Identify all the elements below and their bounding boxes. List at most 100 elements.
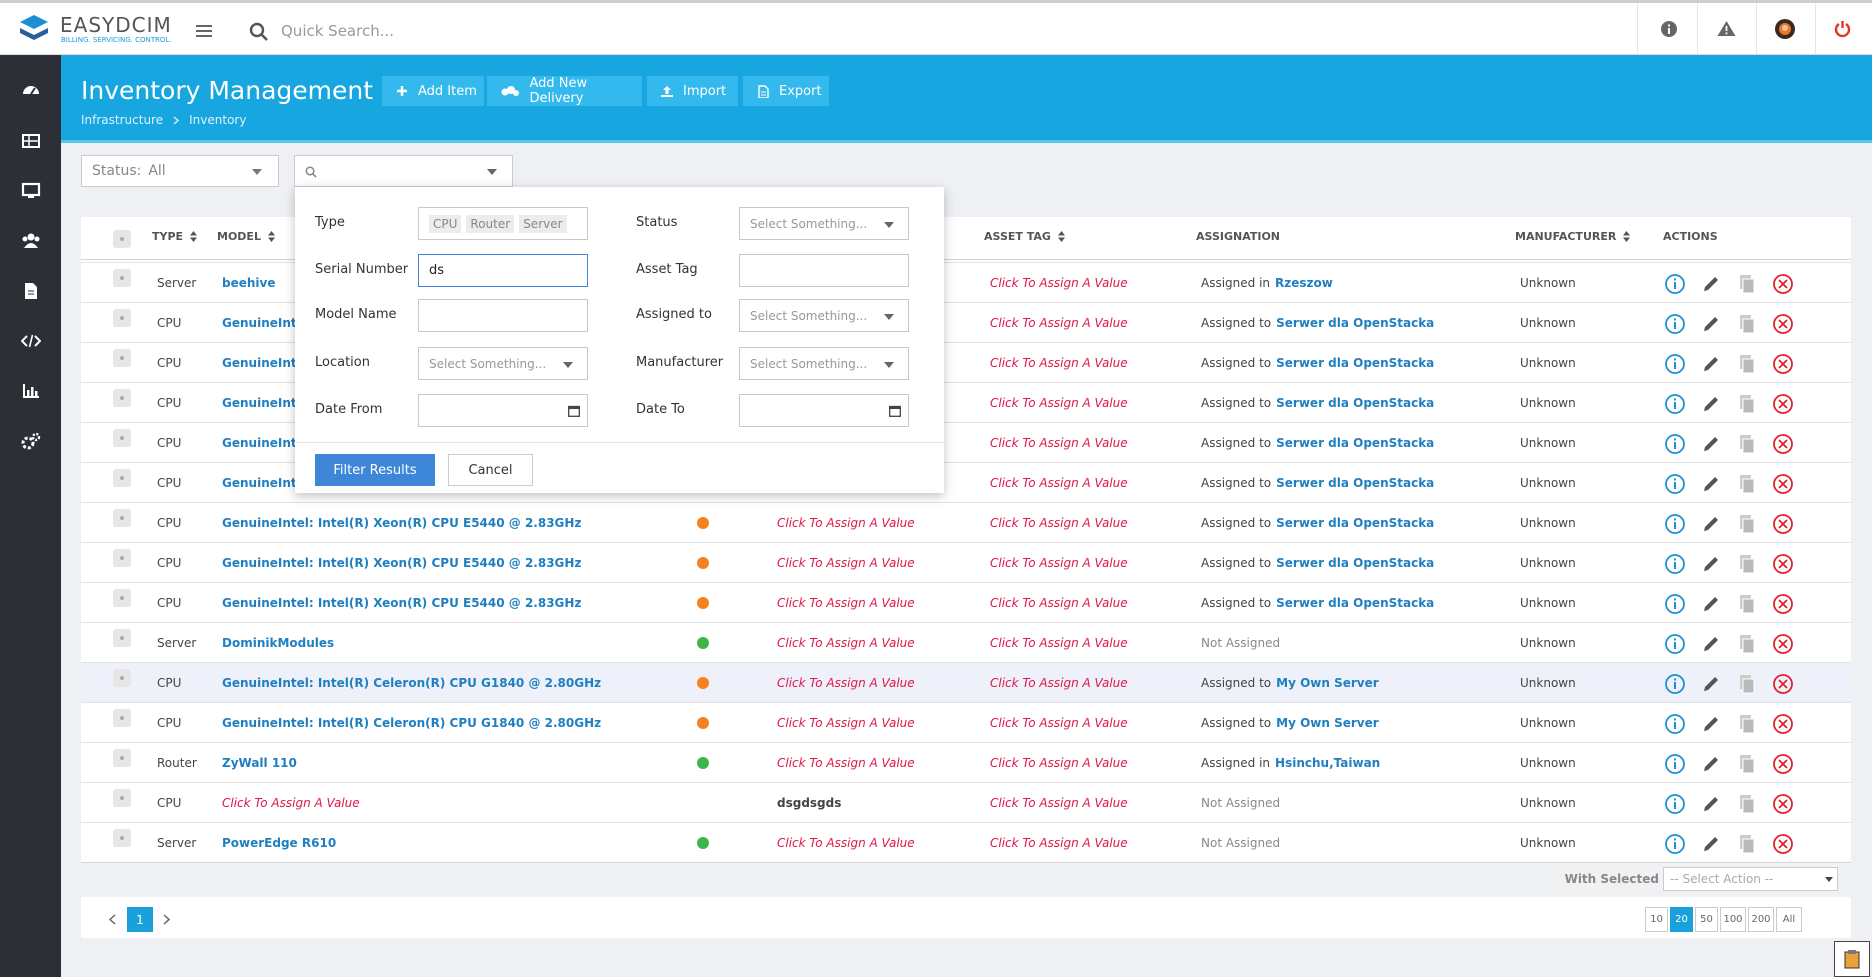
view-button[interactable]	[1664, 473, 1686, 495]
serial-placeholder[interactable]: Click To Assign A Value	[777, 636, 915, 650]
row-checkbox[interactable]	[113, 789, 131, 807]
clone-button[interactable]	[1736, 633, 1758, 655]
serial-placeholder[interactable]: Click To Assign A Value	[777, 516, 915, 530]
row-checkbox[interactable]	[113, 749, 131, 767]
page-size-option[interactable]: All	[1776, 907, 1802, 932]
view-button[interactable]	[1664, 713, 1686, 735]
assignation-link[interactable]: Serwer dla OpenStacka	[1276, 476, 1435, 490]
delete-button[interactable]	[1772, 753, 1794, 775]
row-checkbox[interactable]	[113, 269, 131, 287]
edit-button[interactable]	[1700, 433, 1722, 455]
asset-tag-placeholder[interactable]: Click To Assign A Value	[990, 596, 1128, 610]
model-link[interactable]: GenuineIntel: Intel(R) Celeron(R) CPU G1…	[222, 716, 602, 730]
header-button[interactable]: Add New Delivery	[487, 76, 642, 106]
model-link[interactable]: beehive	[222, 276, 276, 290]
assignation-link[interactable]: Rzeszow	[1275, 276, 1333, 290]
asset-tag-placeholder[interactable]: Click To Assign A Value	[990, 436, 1128, 450]
asset-tag-placeholder[interactable]: Click To Assign A Value	[990, 396, 1128, 410]
model-link[interactable]: GenuineIntel: Intel(R) Xeon(R) CPU E5440…	[222, 596, 582, 610]
delete-button[interactable]	[1772, 553, 1794, 575]
filter-input[interactable]	[418, 394, 588, 427]
delete-button[interactable]	[1772, 833, 1794, 855]
status-filter[interactable]: Status: All	[81, 155, 279, 187]
view-button[interactable]	[1664, 393, 1686, 415]
view-button[interactable]	[1664, 633, 1686, 655]
clone-button[interactable]	[1736, 753, 1758, 775]
assignation-link[interactable]: My Own Server	[1276, 676, 1379, 690]
assignation-link[interactable]: Serwer dla OpenStacka	[1276, 356, 1435, 370]
asset-tag-placeholder[interactable]: Click To Assign A Value	[990, 836, 1128, 850]
edit-button[interactable]	[1700, 633, 1722, 655]
edit-button[interactable]	[1700, 833, 1722, 855]
view-button[interactable]	[1664, 513, 1686, 535]
delete-button[interactable]	[1772, 673, 1794, 695]
page-size-option[interactable]: 10	[1645, 907, 1668, 932]
row-checkbox[interactable]	[113, 829, 131, 847]
column-header[interactable]: MANUFACTURER	[1515, 230, 1631, 243]
assignation-link[interactable]: Serwer dla OpenStacka	[1276, 436, 1435, 450]
clone-button[interactable]	[1736, 793, 1758, 815]
delete-button[interactable]	[1772, 513, 1794, 535]
edit-button[interactable]	[1700, 793, 1722, 815]
view-button[interactable]	[1664, 433, 1686, 455]
model-link[interactable]: ZyWall 110	[222, 756, 297, 770]
serial-placeholder[interactable]: Click To Assign A Value	[777, 596, 915, 610]
edit-button[interactable]	[1700, 713, 1722, 735]
column-header[interactable]: MODEL	[217, 230, 275, 243]
clone-button[interactable]	[1736, 313, 1758, 335]
edit-button[interactable]	[1700, 353, 1722, 375]
clone-button[interactable]	[1736, 353, 1758, 375]
row-checkbox[interactable]	[113, 429, 131, 447]
menu-toggle[interactable]	[196, 24, 212, 38]
row-checkbox[interactable]	[113, 589, 131, 607]
sidebar-nav-icon[interactable]	[21, 431, 41, 451]
view-button[interactable]	[1664, 313, 1686, 335]
delete-button[interactable]	[1772, 473, 1794, 495]
serial-placeholder[interactable]: Click To Assign A Value	[777, 676, 915, 690]
filter-input[interactable]: Select Something...	[739, 207, 909, 240]
sidebar-nav-icon[interactable]	[21, 381, 41, 401]
logout-button[interactable]	[1834, 20, 1851, 38]
filter-search[interactable]	[294, 155, 513, 187]
edit-button[interactable]	[1700, 753, 1722, 775]
delete-button[interactable]	[1772, 593, 1794, 615]
page-size-option[interactable]: 50	[1695, 907, 1718, 932]
filter-input[interactable]: Select Something...	[739, 347, 909, 380]
delete-button[interactable]	[1772, 433, 1794, 455]
filter-input[interactable]: Select Something...	[418, 347, 588, 380]
clipboard-widget[interactable]	[1834, 941, 1870, 977]
view-button[interactable]	[1664, 753, 1686, 775]
asset-tag-placeholder[interactable]: Click To Assign A Value	[990, 356, 1128, 370]
asset-tag-placeholder[interactable]: Click To Assign A Value	[990, 676, 1128, 690]
view-button[interactable]	[1664, 553, 1686, 575]
page-size-option[interactable]: 100	[1720, 907, 1746, 932]
clone-button[interactable]	[1736, 473, 1758, 495]
filter-popup-button[interactable]: Filter Results	[315, 454, 435, 486]
delete-button[interactable]	[1772, 633, 1794, 655]
edit-button[interactable]	[1700, 513, 1722, 535]
view-button[interactable]	[1664, 833, 1686, 855]
type-chip[interactable]: Server	[519, 214, 567, 233]
model-link[interactable]: PowerEdge R610	[222, 836, 337, 850]
asset-tag-placeholder[interactable]: Click To Assign A Value	[990, 476, 1128, 490]
clone-button[interactable]	[1736, 833, 1758, 855]
assignation-link[interactable]: Serwer dla OpenStacka	[1276, 316, 1435, 330]
edit-button[interactable]	[1700, 393, 1722, 415]
edit-button[interactable]	[1700, 273, 1722, 295]
view-button[interactable]	[1664, 593, 1686, 615]
filter-input[interactable]	[739, 394, 909, 427]
clone-button[interactable]	[1736, 553, 1758, 575]
filter-input[interactable]: CPU Router Server	[418, 207, 588, 240]
view-button[interactable]	[1664, 273, 1686, 295]
page-button[interactable]: 1	[127, 907, 153, 932]
user-avatar[interactable]	[1775, 19, 1795, 39]
serial-placeholder[interactable]: Click To Assign A Value	[777, 556, 915, 570]
breadcrumb-item[interactable]: Infrastructure	[81, 113, 164, 127]
row-checkbox[interactable]	[113, 349, 131, 367]
model-link[interactable]: GenuineIntel: Intel(R) Celeron(R) CPU G1…	[222, 676, 602, 690]
bulk-action-select[interactable]: -- Select Action --	[1663, 867, 1838, 891]
clone-button[interactable]	[1736, 673, 1758, 695]
edit-button[interactable]	[1700, 673, 1722, 695]
sidebar-nav-icon[interactable]	[21, 331, 41, 351]
asset-tag-placeholder[interactable]: Click To Assign A Value	[990, 556, 1128, 570]
